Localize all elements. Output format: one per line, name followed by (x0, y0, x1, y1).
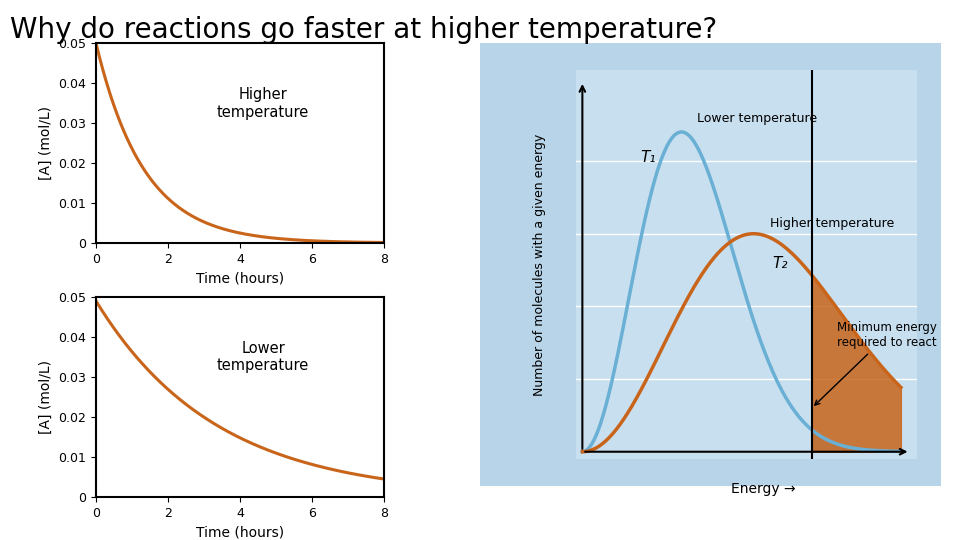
Text: Higher temperature: Higher temperature (770, 217, 894, 230)
Text: Number of molecules with a given energy: Number of molecules with a given energy (534, 133, 546, 396)
Y-axis label: [A] (mol/L): [A] (mol/L) (38, 360, 53, 434)
Text: Lower
temperature: Lower temperature (217, 341, 309, 373)
Text: Why do reactions go faster at higher temperature?: Why do reactions go faster at higher tem… (10, 16, 717, 44)
Text: Energy →: Energy → (732, 482, 796, 496)
Text: Higher
temperature: Higher temperature (217, 87, 309, 119)
Text: T₁: T₁ (640, 150, 656, 165)
X-axis label: Time (hours): Time (hours) (196, 271, 284, 285)
Y-axis label: [A] (mol/L): [A] (mol/L) (38, 106, 53, 180)
Text: Minimum energy
required to react: Minimum energy required to react (815, 321, 937, 405)
X-axis label: Time (hours): Time (hours) (196, 525, 284, 539)
Text: Lower temperature: Lower temperature (698, 112, 818, 125)
Text: T₂: T₂ (773, 255, 788, 271)
